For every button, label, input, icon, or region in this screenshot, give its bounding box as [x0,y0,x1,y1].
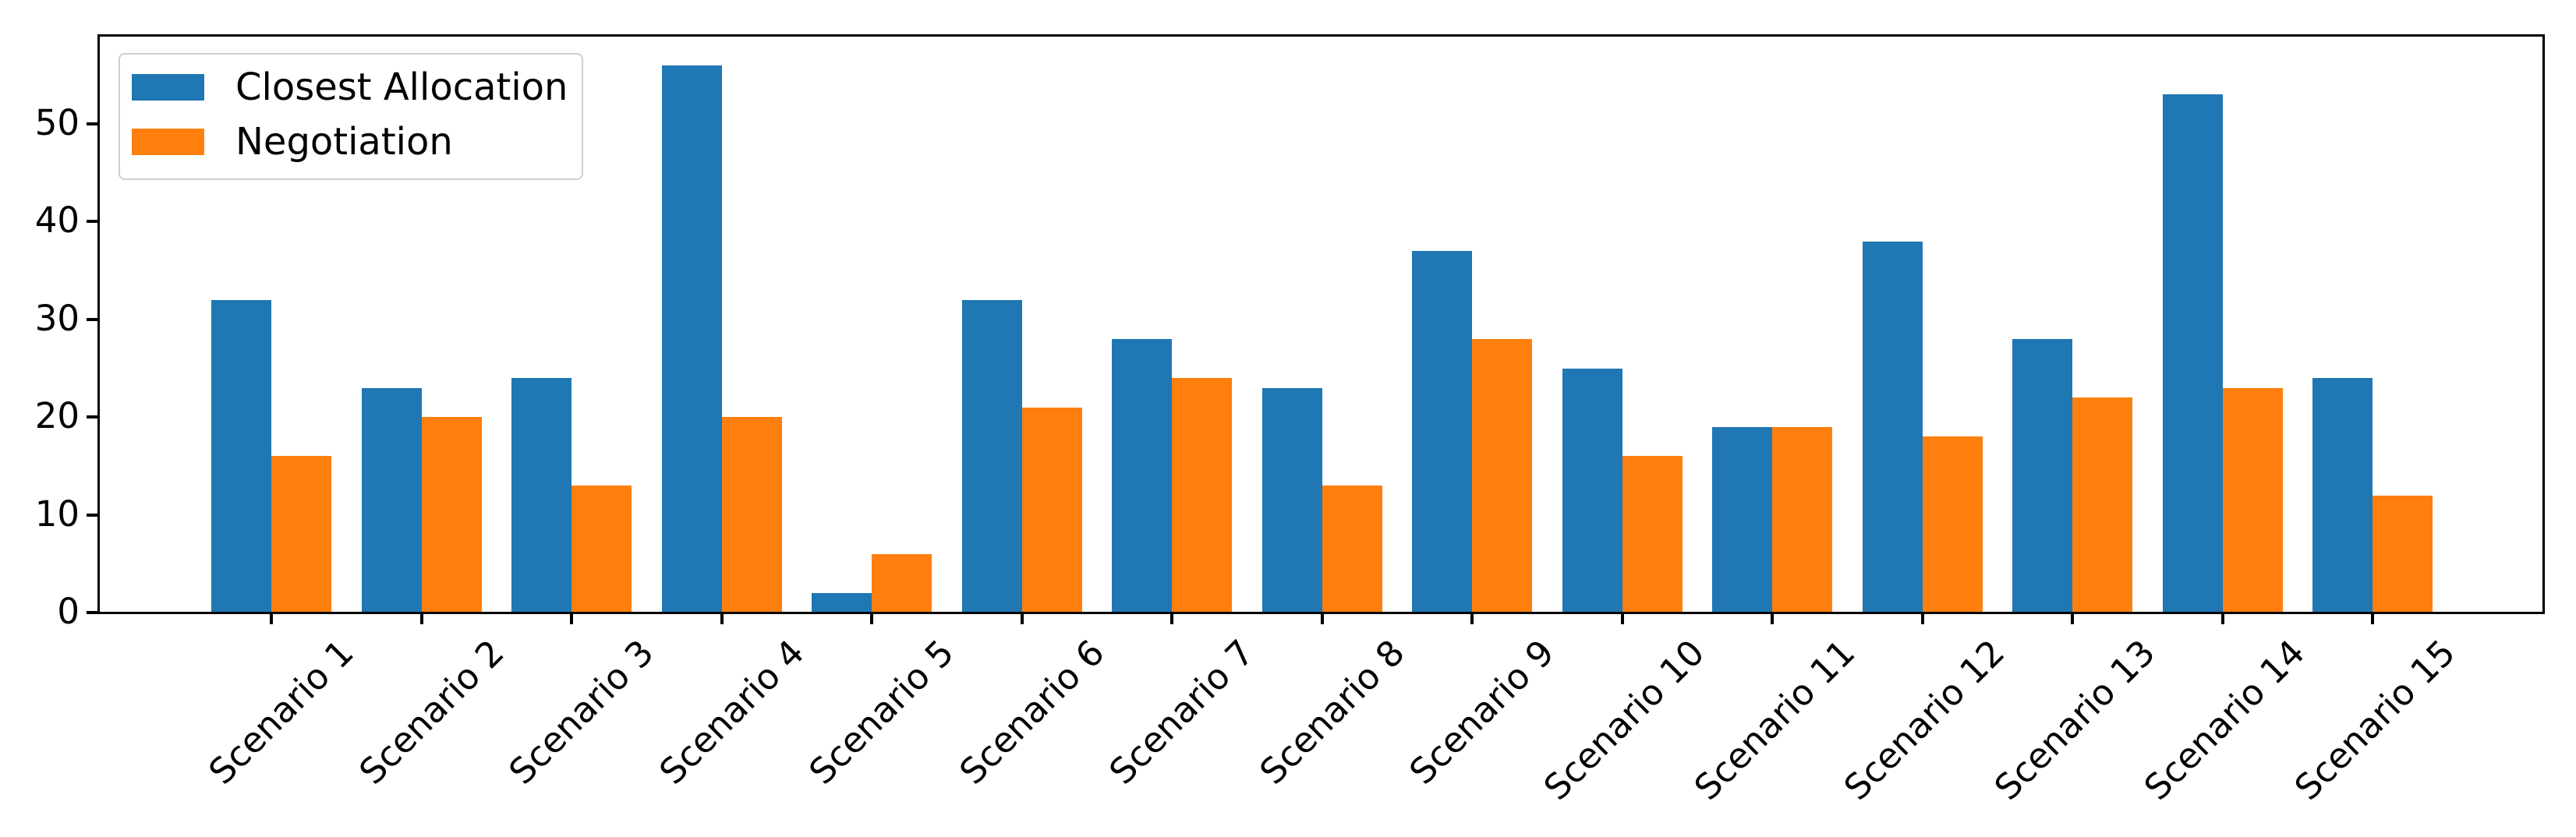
x-tick-label-scenario-14: Scenario 14 [2136,631,2313,808]
bar-negotiation-scenario-9 [1472,338,1532,613]
bar-negotiation-scenario-15 [2373,495,2433,613]
spine-left [97,34,100,614]
bar-negotiation-scenario-8 [1322,486,1382,613]
x-tick-scenario-15 [2371,613,2374,624]
bar-negotiation-scenario-10 [1622,456,1683,613]
x-tick-label-scenario-13: Scenario 13 [1986,631,2164,808]
spine-top [97,34,2545,37]
y-tick-40 [87,220,98,224]
y-tick-label-20: 20 [34,395,80,437]
bar-closest-allocation-scenario-15 [2312,378,2373,613]
x-tick-scenario-1 [270,613,273,624]
legend-item-closest-allocation: Closest Allocation [132,69,568,106]
x-tick-label-scenario-7: Scenario 7 [1101,631,1263,793]
bar-negotiation-scenario-6 [1021,407,1082,613]
y-tick-label-40: 40 [34,200,80,242]
x-tick-scenario-9 [1470,613,1474,624]
y-tick-label-10: 10 [34,493,80,535]
x-tick-scenario-13 [2071,613,2074,624]
x-tick-label-scenario-11: Scenario 11 [1686,631,1863,808]
bar-closest-allocation-scenario-13 [2012,338,2072,613]
bar-negotiation-scenario-1 [271,456,331,613]
y-tick-label-50: 50 [34,102,80,144]
x-tick-label-scenario-12: Scenario 12 [1836,631,2013,808]
legend-label-closest-allocation: Closest Allocation [235,65,568,109]
x-tick-label-scenario-3: Scenario 3 [501,631,663,793]
bar-negotiation-scenario-14 [2222,387,2283,613]
bar-negotiation-scenario-5 [872,553,932,613]
closest-allocation-swatch [132,74,204,101]
bar-closest-allocation-scenario-9 [1412,251,1472,613]
bar-negotiation-scenario-12 [1922,436,1983,613]
y-tick-label-0: 0 [57,591,80,632]
x-tick-label-scenario-4: Scenario 4 [651,631,812,793]
y-tick-0 [87,611,98,614]
x-tick-scenario-12 [1920,613,1924,624]
x-tick-scenario-8 [1320,613,1324,624]
bar-closest-allocation-scenario-14 [2162,94,2223,613]
y-tick-10 [87,513,98,517]
x-tick-label-scenario-8: Scenario 8 [1251,631,1413,793]
x-tick-scenario-10 [1620,613,1624,624]
legend-item-negotiation: Negotiation [132,123,453,161]
bar-closest-allocation-scenario-10 [1562,368,1622,613]
bar-closest-allocation-scenario-5 [812,592,872,613]
bar-negotiation-scenario-7 [1172,378,1232,613]
x-tick-label-scenario-6: Scenario 6 [951,631,1113,793]
bar-closest-allocation-scenario-8 [1261,387,1322,613]
x-tick-scenario-14 [2220,613,2224,624]
bar-negotiation-scenario-11 [1772,426,1832,613]
y-tick-label-30: 30 [34,297,80,339]
negotiation-swatch [132,129,204,155]
bar-closest-allocation-scenario-7 [1112,338,1172,613]
y-tick-50 [87,122,98,126]
x-tick-label-scenario-15: Scenario 15 [2286,631,2464,808]
x-tick-scenario-7 [1170,613,1173,624]
bar-closest-allocation-scenario-11 [1712,426,1772,613]
spine-right [2542,34,2545,614]
x-tick-label-scenario-10: Scenario 10 [1536,631,1713,808]
legend: Closest Allocation Negotiation [119,53,583,180]
x-tick-label-scenario-1: Scenario 1 [200,631,363,793]
bar-closest-allocation-scenario-1 [211,299,271,613]
y-tick-30 [87,317,98,321]
x-tick-label-scenario-2: Scenario 2 [351,631,512,793]
x-tick-scenario-5 [870,613,873,624]
x-tick-scenario-11 [1771,613,1774,624]
bar-negotiation-scenario-13 [2072,397,2132,613]
plot-area [98,35,2543,613]
x-tick-scenario-6 [1020,613,1024,624]
y-tick-20 [87,415,98,419]
bar-negotiation-scenario-4 [721,417,782,613]
bar-closest-allocation-scenario-2 [361,387,422,613]
bar-negotiation-scenario-2 [421,417,482,613]
bar-closest-allocation-scenario-6 [961,299,1022,613]
x-tick-label-scenario-9: Scenario 9 [1401,631,1563,793]
bar-closest-allocation-scenario-4 [661,65,722,613]
bar-closest-allocation-scenario-12 [1862,241,1923,613]
x-tick-scenario-3 [570,613,573,624]
x-tick-scenario-4 [720,613,724,624]
x-tick-scenario-2 [419,613,423,624]
bar-negotiation-scenario-3 [571,486,632,613]
legend-label-negotiation: Negotiation [235,120,453,164]
x-tick-label-scenario-5: Scenario 5 [801,631,963,793]
bar-closest-allocation-scenario-3 [511,378,571,613]
